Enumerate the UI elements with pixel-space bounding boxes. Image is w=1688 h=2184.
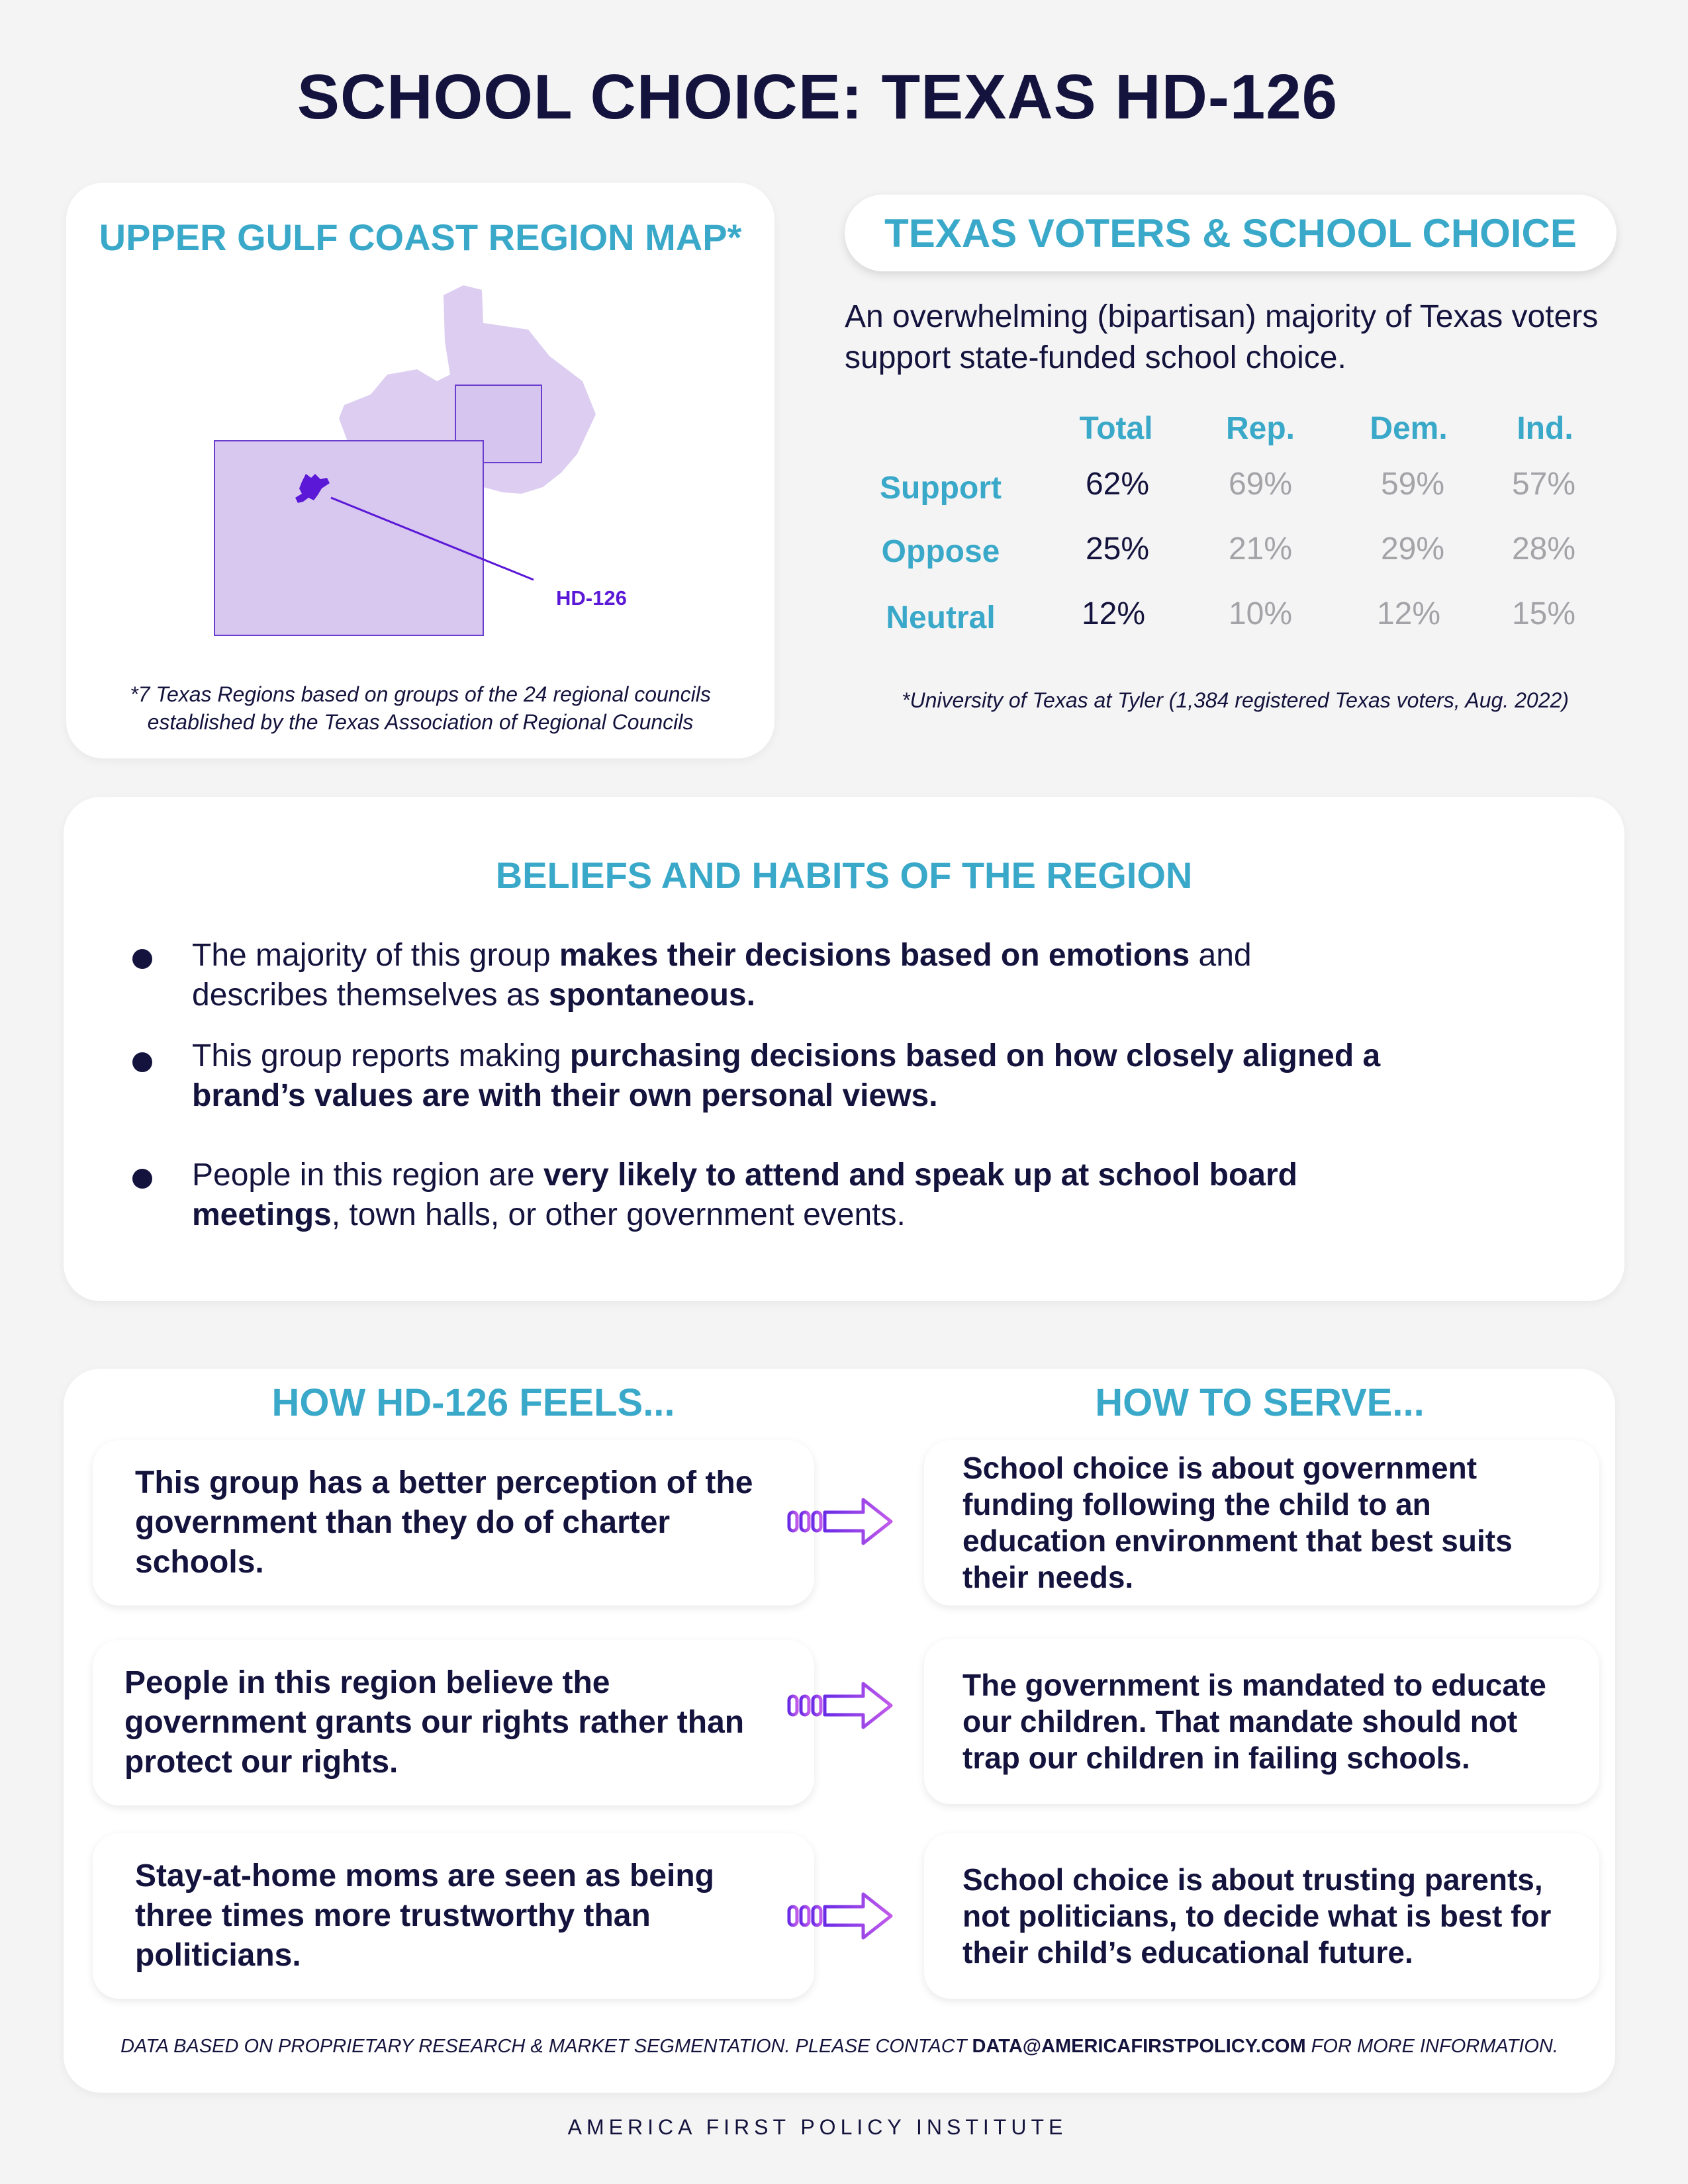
row-label-oppose: Oppose (881, 534, 1000, 569)
table-cell: 29% (1380, 531, 1445, 567)
bullet-dot-icon (132, 1052, 152, 1072)
belief-text: and (1190, 938, 1252, 973)
feels-box: People in this region believe the govern… (93, 1640, 814, 1805)
table-cell: 69% (1228, 467, 1293, 502)
belief-text: describes themselves as (192, 978, 549, 1013)
belief-emphasis: purchasing decisions based on how closel… (569, 1038, 1381, 1073)
belief-emphasis: very likely to attend and speak up at sc… (543, 1158, 1297, 1193)
organization-footer: AMERICA FIRST POLICY INSTITUTE (567, 2115, 1068, 2139)
serve-text: School choice is about government fundin… (962, 1451, 1513, 1594)
contact-email-link[interactable]: DATA@AMERICAFIRSTPOLICY.COM (972, 2036, 1306, 2057)
chevron-arrow-right-icon (787, 1892, 893, 1940)
row-label-neutral: Neutral (886, 600, 996, 635)
beliefs-card: BELIEFS AND HABITS OF THE REGION The maj… (64, 797, 1624, 1301)
chevron-arrow-right-icon (787, 1682, 893, 1729)
belief-text: People in this region are (192, 1158, 543, 1193)
bullet-dot-icon (132, 949, 152, 969)
belief-emphasis: spontaneous. (548, 978, 755, 1013)
feels-box: Stay-at-home moms are seen as being thre… (93, 1833, 814, 1999)
belief-item: This group reports making purchasing dec… (192, 1036, 1569, 1116)
table-cell: 62% (1085, 467, 1150, 502)
page-title: SCHOOL CHOICE: TEXAS HD-126 (297, 62, 1338, 132)
map-footnote-line: established by the Texas Association of … (147, 710, 694, 734)
map-footnote-line: *7 Texas Regions based on groups of the … (130, 682, 711, 706)
table-cell: 10% (1228, 596, 1293, 631)
voters-section-title: TEXAS VOTERS & SCHOOL CHOICE (845, 195, 1617, 271)
belief-text: This group reports making (192, 1038, 570, 1073)
belief-text: , town halls, or other government events… (331, 1197, 906, 1232)
serve-box: School choice is about trusting parents,… (924, 1833, 1599, 1999)
table-cell: 57% (1511, 467, 1576, 502)
belief-emphasis: meetings (192, 1197, 332, 1232)
table-cell: 28% (1511, 531, 1576, 567)
feels-serve-card: HOW HD-126 FEELS... HOW TO SERVE... This… (64, 1369, 1615, 2093)
table-cell: 59% (1380, 467, 1445, 502)
serve-title: HOW TO SERVE... (1095, 1381, 1425, 1424)
feels-box: This group has a better perception of th… (93, 1440, 814, 1606)
bullet-dot-icon (132, 1169, 152, 1189)
feels-text: This group has a better perception of th… (135, 1465, 753, 1580)
feels-text: People in this region believe the govern… (124, 1665, 745, 1780)
row-label-support: Support (880, 471, 1002, 506)
table-cell: 12% (1376, 596, 1441, 631)
column-header-dem: Dem. (1370, 411, 1448, 446)
district-leader-line (330, 496, 534, 581)
region-map-card: UPPER GULF COAST REGION MAP* HD-126 *7 T… (66, 183, 774, 758)
district-label: HD-126 (556, 586, 627, 610)
beliefs-title: BELIEFS AND HABITS OF THE REGION (495, 854, 1193, 896)
feels-text: Stay-at-home moms are seen as being thre… (135, 1858, 714, 1973)
inset-box-large (214, 440, 484, 636)
feels-title: HOW HD-126 FEELS... (271, 1381, 675, 1424)
poll-results-table: Total Rep. Dem. Ind. Support 62% 69% 59%… (845, 397, 1626, 662)
serve-box: School choice is about government fundin… (924, 1440, 1599, 1606)
belief-item: People in this region are very likely to… (192, 1156, 1569, 1235)
table-cell: 21% (1228, 531, 1293, 567)
table-cell: 15% (1511, 596, 1576, 631)
table-cell: 12% (1081, 596, 1146, 631)
serve-text: The government is mandated to educate ou… (962, 1667, 1546, 1775)
belief-text: The majority of this group (192, 938, 559, 973)
voters-intro: An overwhelming (bipartisan) majority of… (845, 299, 1599, 375)
belief-emphasis: brand’s values are with their own person… (192, 1078, 938, 1113)
table-cell: 25% (1085, 531, 1150, 567)
belief-emphasis: makes their decisions based on emotions (559, 938, 1190, 973)
data-disclaimer: DATA BASED ON PROPRIETARY RESEARCH & MAR… (64, 2036, 1615, 2058)
chevron-arrow-right-icon (787, 1498, 893, 1545)
column-header-total: Total (1079, 411, 1153, 446)
map-footnote: *7 Texas Regions based on groups of the … (93, 680, 748, 736)
map-title: UPPER GULF COAST REGION MAP* (99, 216, 742, 258)
disclaimer-text: DATA BASED ON PROPRIETARY RESEARCH & MAR… (120, 2036, 972, 2057)
region-map: HD-126 (214, 285, 627, 636)
poll-source-note: *University of Texas at Tyler (1,384 reg… (902, 688, 1569, 712)
district-shape (295, 474, 330, 503)
column-header-ind: Ind. (1517, 411, 1573, 446)
serve-text: School choice is about trusting parents,… (962, 1862, 1552, 1970)
column-header-rep: Rep. (1225, 411, 1295, 446)
disclaimer-text: FOR MORE INFORMATION. (1305, 2036, 1558, 2057)
serve-box: The government is mandated to educate ou… (924, 1639, 1599, 1804)
belief-item: The majority of this group makes their d… (192, 936, 1569, 1015)
